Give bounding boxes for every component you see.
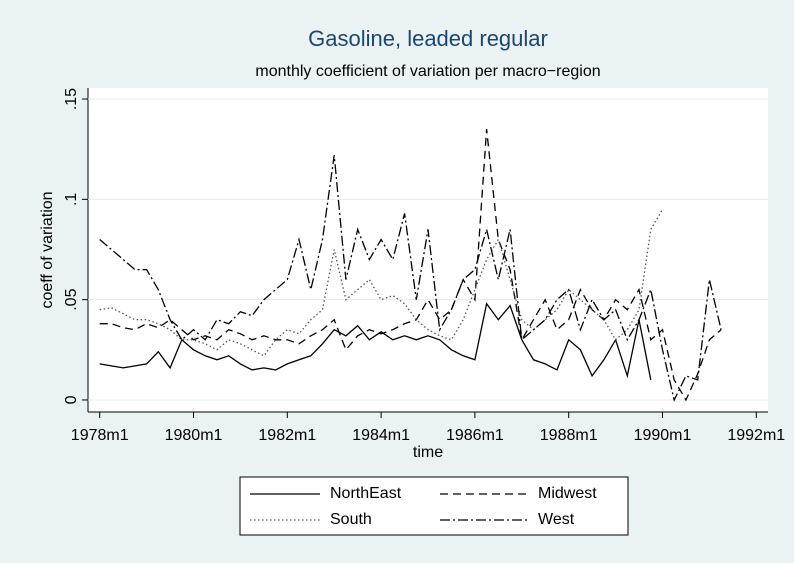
series-line bbox=[99, 302, 652, 381]
plot-area bbox=[88, 88, 768, 412]
legend bbox=[239, 476, 629, 536]
x-tick-label: 1978m1 bbox=[71, 427, 129, 444]
legend-label: West bbox=[538, 511, 575, 528]
chart-title: Gasoline, leaded regular bbox=[308, 26, 548, 51]
x-tick-label: 1986m1 bbox=[446, 427, 504, 444]
y-tick-label: 0 bbox=[63, 395, 80, 404]
y-tick-label: .05 bbox=[63, 288, 80, 310]
x-tick-label: 1982m1 bbox=[258, 427, 316, 444]
x-tick-label: 1980m1 bbox=[165, 427, 223, 444]
legend-label: Midwest bbox=[538, 485, 597, 502]
legend-label: NorthEast bbox=[330, 485, 402, 502]
x-tick-label: 1988m1 bbox=[540, 427, 598, 444]
series-line bbox=[99, 129, 722, 402]
legend-label: South bbox=[330, 511, 372, 528]
y-tick-label: .15 bbox=[63, 88, 80, 110]
x-axis-title: time bbox=[413, 444, 443, 461]
y-axis-title: coeff of variation bbox=[39, 191, 56, 308]
series-line bbox=[99, 155, 722, 402]
chart-subtitle: monthly coefficient of variation per mac… bbox=[255, 63, 600, 80]
y-tick-label: .1 bbox=[63, 193, 80, 206]
x-tick-label: 1990m1 bbox=[634, 427, 692, 444]
x-tick-label: 1984m1 bbox=[352, 427, 410, 444]
x-tick-label: 1992m1 bbox=[727, 427, 785, 444]
